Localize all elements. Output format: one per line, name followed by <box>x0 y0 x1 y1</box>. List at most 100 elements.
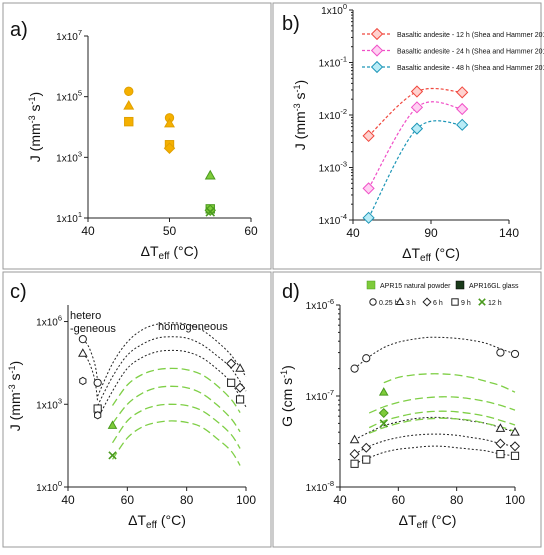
panel-d-y-tick-label: 1x10-8 <box>306 479 334 494</box>
panel-c-point-square <box>93 404 102 413</box>
panel-c-point-triangle <box>107 420 118 429</box>
panel-b-y-tick-label: 1x10-4 <box>319 212 347 227</box>
panel-d-point-diamond <box>495 438 506 449</box>
panel-c-curve-green <box>111 385 241 433</box>
panel-d-point-square <box>362 455 371 464</box>
panel-d-point-triangle <box>510 427 520 436</box>
panel-a-x-tick-label: 50 <box>163 224 177 238</box>
panel-b-series-line <box>368 120 463 219</box>
panel-label-c: c) <box>10 281 27 303</box>
panel-d-point-diamond <box>378 407 389 419</box>
panel-c-x-tick-label: 80 <box>180 493 194 507</box>
panel-d-point-triangle <box>378 387 389 396</box>
panel-b-point <box>456 102 469 116</box>
panel-c-x-label: ΔTeff (°C) <box>128 512 186 531</box>
panel-d-legend-swatch-label: APR15 natural powder <box>380 283 451 290</box>
panel-c-curve-black <box>97 349 247 419</box>
panel-c-curve-black <box>97 336 247 406</box>
panel-b-y-label: J (mm-3 s-1) <box>292 80 308 150</box>
panel-b-point <box>410 101 424 114</box>
panel-d-point-circle <box>350 364 359 373</box>
panel-d-point-triangle <box>495 423 506 432</box>
panel-label-b: b) <box>282 13 300 35</box>
panel-a-y-tick-label: 1x101 <box>56 210 82 225</box>
panel-d-curve-green <box>383 373 516 393</box>
panel-d-curve-green <box>368 396 516 414</box>
panel-d-y-label-group: G (cm s-1) <box>279 365 295 427</box>
panel-b-legend-marker <box>370 44 384 57</box>
panel-b-legend-marker <box>370 60 384 74</box>
panel-a-point-triangle <box>123 99 135 110</box>
panel-c-point-diamond <box>235 382 246 393</box>
panel-a-point-circle <box>124 86 134 97</box>
panel-b-x-tick-label: 140 <box>499 226 519 240</box>
panel-b-x-tick-label: 40 <box>346 226 360 240</box>
panel-d-legend-marker-label: 9 h <box>461 300 471 307</box>
panel-a-y-tick-label: 1x107 <box>56 28 82 43</box>
panel-c-curve-black <box>97 322 247 397</box>
panel-c-x-tick-label: 100 <box>236 493 256 507</box>
panel-d-curve-black <box>354 445 516 465</box>
panel-b-point <box>362 211 375 224</box>
panel-a-y-label: J (mm-3 s-1) <box>27 92 43 162</box>
panel-c-annotation-geneous: -geneous <box>70 323 116 335</box>
panel-d-y-tick-label: 1x10-7 <box>306 388 334 403</box>
panel-a-point-x <box>205 207 216 217</box>
panel-b-legend-label: Basaltic andesite - 48 h (Shea and Hamme… <box>397 65 544 72</box>
panel-d-curve-green <box>368 417 516 434</box>
panel-d-point-square <box>350 459 359 468</box>
panel-d-point-diamond <box>361 442 372 453</box>
panel-c-annotation-homogeneous: homogeneous <box>158 321 228 333</box>
panel-d-x-tick-label: 100 <box>505 493 525 507</box>
panel-d-legend-swatch <box>366 280 376 290</box>
plots-layer: 40 50 60 1x101 1x103 1x105 1x107 ΔTeff (°C) J (m… <box>7 2 544 531</box>
panel-c-curve-black <box>82 353 99 403</box>
panel-a-frame <box>2 2 272 270</box>
panel-a-point-square <box>124 116 134 127</box>
panel-label-d: d) <box>282 281 300 303</box>
panel-c-point-triangle <box>78 348 88 357</box>
panel-c-point-diamond <box>226 358 237 369</box>
panel-d-point-square <box>496 449 505 459</box>
panel-d-curve-black <box>354 433 516 455</box>
panel-a-x-tick-label: 40 <box>81 224 95 238</box>
panel-c-curve-green <box>111 420 241 466</box>
panel-a-y-tick-label: 1x105 <box>56 89 82 104</box>
panel-b-point <box>362 129 375 142</box>
panel-c-point-square <box>227 378 236 387</box>
panel-b-x-label: ΔTeff (°C) <box>402 245 460 264</box>
panel-d-point-triangle <box>349 434 360 444</box>
panel-c-annotation-hetero: hetero <box>70 310 101 322</box>
panel-d-point-x <box>379 419 388 428</box>
panel-d-legend-marker <box>369 298 377 306</box>
panel-d-legend-marker-label: 0.25 h <box>379 300 399 307</box>
panel-a-point-diamond <box>163 142 176 154</box>
panel-d-x-tick-label: 60 <box>392 493 406 507</box>
panel-d-curve-black <box>354 416 516 441</box>
panel-b-y-tick-label: 1x10-3 <box>319 160 347 175</box>
panel-d-point-circle <box>496 348 505 357</box>
panel-c-point-triangle <box>235 363 245 372</box>
panel-b-y-tick-label: 1x100 <box>321 2 347 17</box>
panel-d-legend-marker-label: 6 h <box>433 300 443 307</box>
panel-b-y-tick-label: 1x10-2 <box>319 107 347 122</box>
panel-label-a: a) <box>10 19 28 41</box>
panel-d-y-tick-label: 1x10-6 <box>306 297 334 312</box>
panel-c-y-tick-label: 1x100 <box>36 479 62 494</box>
panel-b-point <box>410 122 424 135</box>
panel-c-point-hexagon <box>94 411 102 420</box>
panel-c-x-tick-label: 40 <box>61 493 75 507</box>
panel-c-point-square <box>235 395 245 404</box>
panel-c-point-circle <box>78 335 87 344</box>
panel-c-y-label-group: J (mm-3 s-1) <box>7 361 23 431</box>
panel-b-point <box>456 86 469 99</box>
panel-d-point-circle <box>362 354 371 363</box>
panel-d-legend-marker <box>478 298 486 306</box>
panel-d-legend-swatch-label: APR16GL glass <box>469 283 519 290</box>
panel-b-series-line <box>368 101 463 189</box>
panel-b-point <box>410 85 424 98</box>
panel-c-point-x <box>108 451 117 460</box>
panel-d-legend-marker <box>422 297 432 307</box>
